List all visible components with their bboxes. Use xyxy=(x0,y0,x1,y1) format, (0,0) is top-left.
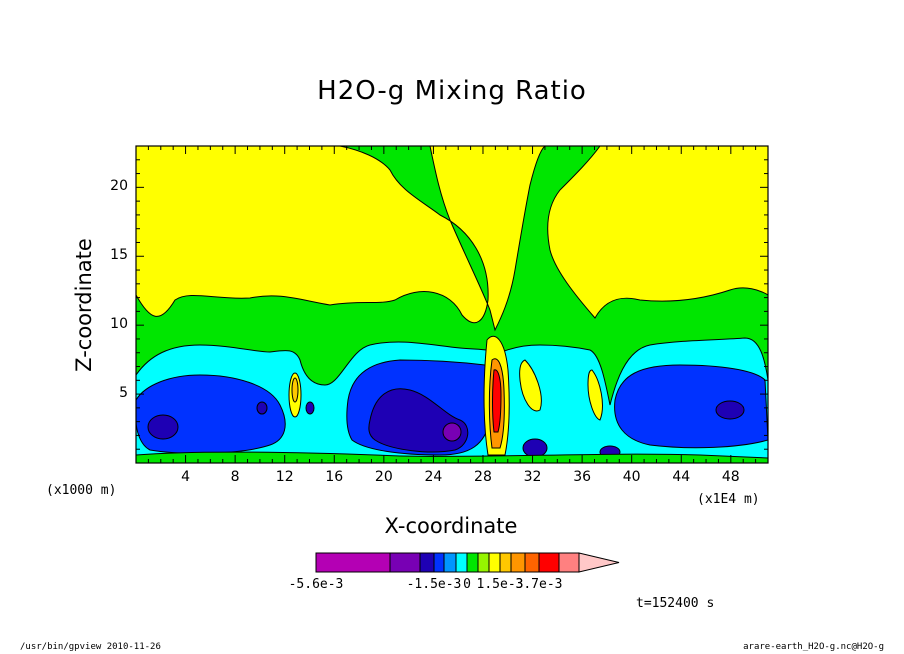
colorbar-label: 1.5e-3 xyxy=(476,577,524,592)
colorbar-label: -1.5e-3 xyxy=(406,577,462,592)
contour-region-green-bottom xyxy=(136,451,768,463)
colorbar-cell xyxy=(488,552,501,573)
x-tick-label: 32 xyxy=(523,469,542,485)
contour-region-deepblue xyxy=(522,438,548,458)
axis-ticks xyxy=(136,146,768,463)
colorbar-cell xyxy=(315,552,391,573)
x-tick-label: 8 xyxy=(230,469,240,485)
x-axis-unit: (x1000 m) xyxy=(46,483,117,498)
y-tick-label: 15 xyxy=(110,247,128,264)
chart-title: H2O-g Mixing Ratio xyxy=(317,76,587,106)
colorbar-cell xyxy=(499,552,512,573)
x-tick-label: 4 xyxy=(181,469,191,485)
y-tick-label: 20 xyxy=(110,178,128,195)
colorbar-cell xyxy=(477,552,490,573)
contour-region-yellow-tongue xyxy=(519,359,542,412)
colorbar-cell xyxy=(538,552,560,573)
contour-region-deepblue xyxy=(305,401,315,415)
x-tick-label: 20 xyxy=(374,469,393,485)
footer-left: /usr/bin/gpview 2010-11-26 xyxy=(20,642,161,652)
contour-region-purple xyxy=(442,422,462,442)
time-label: t=152400 s xyxy=(636,596,715,611)
colorbar-cell xyxy=(455,552,468,573)
colorbar-cell xyxy=(558,552,580,573)
y-tick-label: 10 xyxy=(110,316,128,333)
colorbar-cell xyxy=(419,552,435,573)
contour-region-deepblue xyxy=(715,400,745,420)
colorbar-label: -5.6e-3 xyxy=(288,577,344,592)
contour-region-deepblue xyxy=(147,414,179,440)
axes-frame xyxy=(135,145,769,464)
colorbar-cell xyxy=(510,552,526,573)
x-tick-label: 48 xyxy=(721,469,740,485)
colorbar-cell xyxy=(389,552,421,573)
footer-right: arare-earth_H2O-g.nc@H2O-g xyxy=(743,642,884,652)
colorbar-cell xyxy=(433,552,445,573)
y-tick-label: 5 xyxy=(119,385,128,402)
colorbar-cell xyxy=(443,552,457,573)
colorbar-cell xyxy=(466,552,479,573)
x-tick-label: 24 xyxy=(424,469,443,485)
contour-region-yellow-tongue xyxy=(587,369,603,421)
contour-region-red-core xyxy=(492,369,502,433)
colorbar-arrow xyxy=(578,552,620,573)
colorbar-label: 3.7e-3 xyxy=(515,577,563,592)
x-tick-label: 40 xyxy=(622,469,641,485)
x-tick-label: 28 xyxy=(474,469,492,485)
x-tick-label: 12 xyxy=(275,469,294,485)
x-tick-label: 36 xyxy=(573,469,592,485)
x-tick-label: 16 xyxy=(325,469,344,485)
contour-region-blue-right xyxy=(614,364,768,449)
x-tick-label: 44 xyxy=(672,469,691,485)
colorbar-cell xyxy=(524,552,540,573)
colorbar-label: 0 xyxy=(463,577,471,592)
contour-region-orange-plume xyxy=(291,377,299,403)
x-axis-scale: (x1E4 m) xyxy=(697,492,760,507)
contour-region-deepblue xyxy=(368,388,469,453)
x-axis-label: X-coordinate xyxy=(384,514,518,538)
colorbar xyxy=(315,552,620,573)
contour-region-deepblue xyxy=(256,401,268,415)
